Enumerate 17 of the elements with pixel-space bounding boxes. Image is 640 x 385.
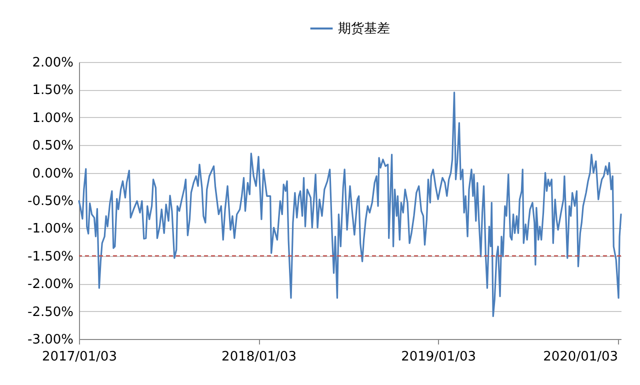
- y-tick-label: 0.50%: [32, 138, 74, 154]
- x-tick-label: 2019/01/03: [401, 350, 476, 364]
- legend-label: 期货基差: [338, 22, 390, 36]
- y-tick-label: -1.00%: [28, 222, 74, 237]
- line-series: [78, 92, 622, 318]
- y-tick-label: -3.00%: [28, 332, 74, 348]
- y-tick-label: -1.50%: [28, 249, 74, 264]
- x-tick-label: 2020/01/03: [543, 350, 618, 364]
- y-tick-label: -2.00%: [28, 277, 74, 292]
- y-tick-label: -0.50%: [28, 194, 74, 209]
- x-tick-label: 2018/01/03: [222, 350, 296, 364]
- y-tick-label: 1.50%: [32, 83, 74, 98]
- y-tick-label: 0.00%: [32, 166, 74, 182]
- x-tick-label: 2017/01/03: [42, 350, 117, 364]
- y-tick-label: 2.00%: [32, 56, 74, 70]
- y-tick-label: 1.00%: [32, 110, 74, 126]
- y-tick-label: -2.50%: [28, 304, 74, 320]
